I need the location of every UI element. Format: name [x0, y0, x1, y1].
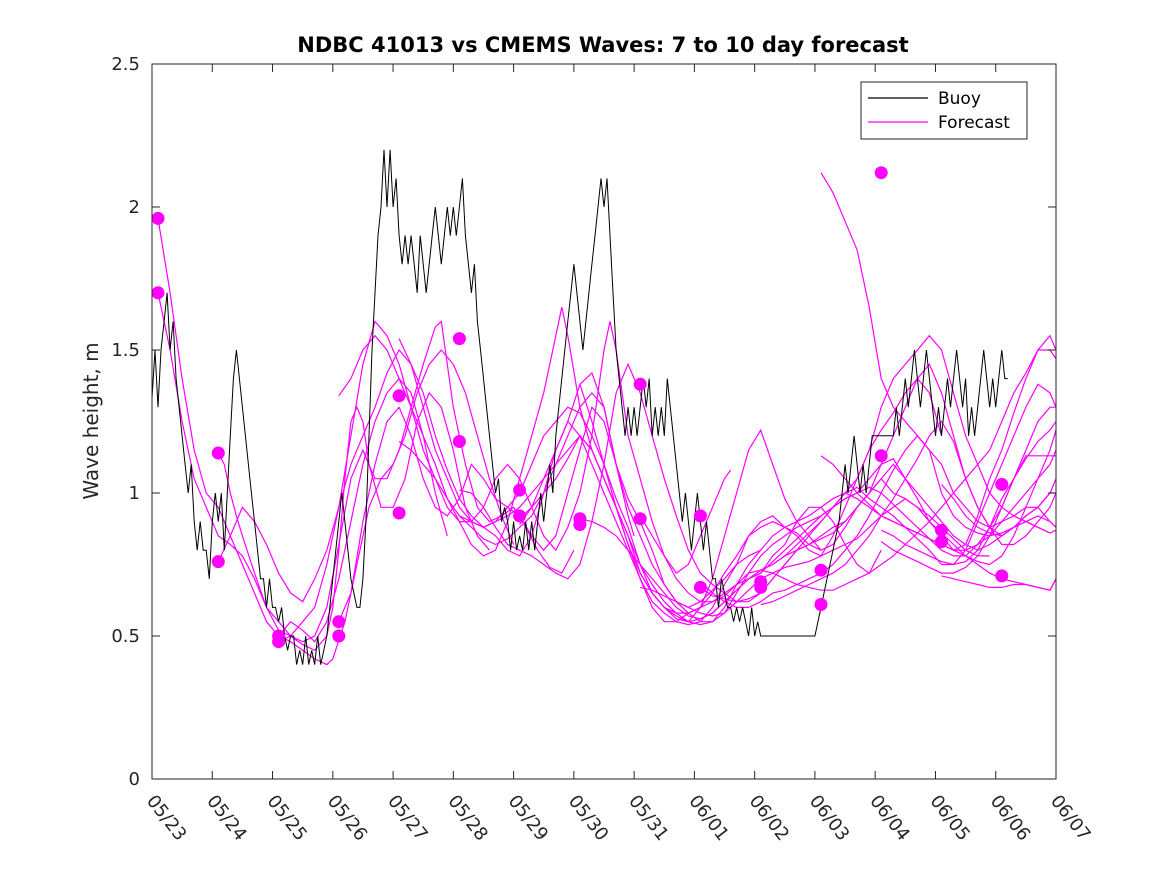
forecast-line-6 [278, 320, 732, 643]
forecast-marker-26 [874, 449, 888, 463]
forecast-marker-25 [874, 166, 888, 180]
forecast-marker-30 [995, 569, 1009, 583]
forecast-line-22 [760, 420, 1056, 606]
forecast-marker-23 [814, 563, 828, 577]
forecast-line-2 [157, 292, 490, 652]
forecast-marker-9 [392, 389, 406, 403]
forecast-line-12 [458, 420, 990, 623]
forecast-marker-24 [814, 598, 828, 611]
legend: Buoy Forecast [860, 81, 1028, 140]
forecast-marker-11 [452, 332, 466, 346]
forecast-line-28 [941, 575, 1056, 591]
forecast-marker-28 [935, 535, 948, 549]
forecast-line-19 [699, 434, 1056, 609]
forecast-marker-10 [392, 506, 406, 520]
forecast-line-26 [880, 406, 1056, 574]
forecast-line-15 [579, 384, 1056, 614]
forecast-marker-22 [754, 580, 768, 594]
forecast-marker-12 [452, 435, 466, 448]
forecast-marker-13 [513, 483, 527, 497]
legend-label-1: Buoy [938, 89, 981, 109]
y-tick-label: 0 [129, 769, 140, 790]
forecast-line-21 [760, 349, 1056, 591]
y-tick-label: 2 [129, 197, 140, 218]
forecast-marker-27 [935, 523, 948, 537]
forecast-line-11 [459, 334, 1051, 603]
y-tick-label: 2.5 [111, 54, 140, 75]
forecast-marker-29 [995, 477, 1009, 491]
forecast-marker-3 [211, 446, 225, 460]
y-tick-label: 0.5 [111, 626, 140, 647]
forecast-line-25 [880, 421, 1056, 566]
forecast-line-10 [398, 377, 943, 626]
forecast-line-7 [338, 405, 761, 622]
y-tick-label: 1 [129, 483, 140, 504]
chart-title: NDBC 41013 vs CMEMS Waves: 7 to 10 day f… [297, 33, 908, 57]
forecast-line-8 [338, 306, 822, 623]
forecast-marker-6 [272, 635, 286, 649]
forecast-line-1 [157, 218, 515, 666]
y-axis-label: Wave height, m [79, 342, 103, 499]
forecast-marker-8 [332, 629, 346, 643]
legend-box [860, 81, 1028, 140]
plot-area [152, 149, 1056, 666]
forecast-line-4 [217, 348, 635, 603]
forecast-marker-18 [633, 512, 647, 526]
forecast-line-3 [217, 320, 575, 643]
axes-box [151, 63, 1057, 780]
forecast-marker-17 [633, 377, 647, 391]
forecast-line-27 [941, 484, 1056, 537]
forecast-marker-20 [693, 580, 707, 594]
forecast-line-18 [640, 497, 1056, 617]
forecast-marker-16 [573, 518, 587, 531]
forecast-line-5 [278, 377, 448, 643]
legend-label-2: Forecast [938, 113, 1010, 133]
forecast-start-markers [152, 166, 1009, 649]
forecast-marker-4 [211, 555, 225, 569]
forecast-lines [157, 172, 1056, 666]
forecast-line-23 [820, 172, 1056, 528]
forecast-marker-19 [693, 509, 707, 523]
forecast-line-14 [519, 383, 1056, 626]
forecast-marker-2 [152, 286, 165, 300]
forecast-marker-7 [332, 615, 346, 629]
y-tick-label: 1.5 [111, 340, 140, 361]
forecast-marker-1 [152, 211, 165, 225]
forecast-marker-14 [513, 509, 527, 523]
